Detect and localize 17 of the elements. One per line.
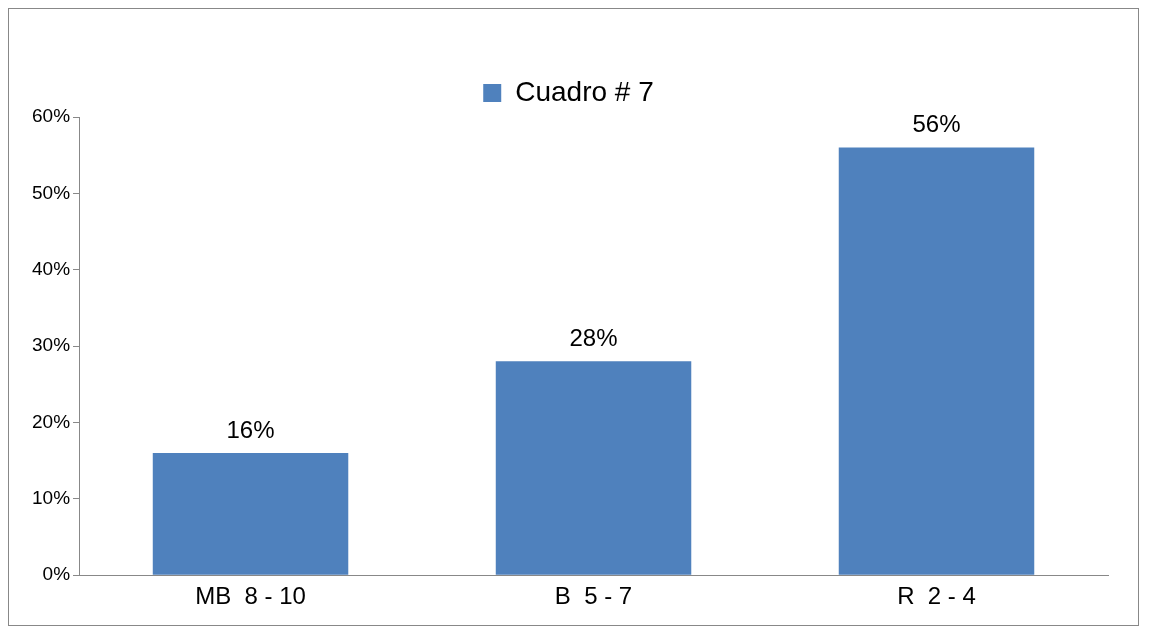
bar [838,147,1035,575]
data-label: 16% [226,415,275,443]
bar [152,453,349,575]
y-tick-label: 50% [32,181,71,203]
bar [495,361,692,575]
x-tick-label: B 5 - 7 [554,582,633,610]
x-tick-label: R 2 - 4 [897,582,976,610]
x-tick-label: MB 8 - 10 [195,582,306,610]
y-tick-label: 30% [32,334,71,356]
y-tick-label: 20% [32,410,71,432]
data-label: 56% [912,110,961,138]
y-tick-label: 40% [32,257,71,279]
y-tick-label: 10% [32,487,71,509]
y-tick-label: 0% [42,563,71,585]
y-tick-label: 60% [32,105,71,127]
legend-label: Cuadro # 7 [515,75,654,107]
data-label: 28% [569,324,618,351]
